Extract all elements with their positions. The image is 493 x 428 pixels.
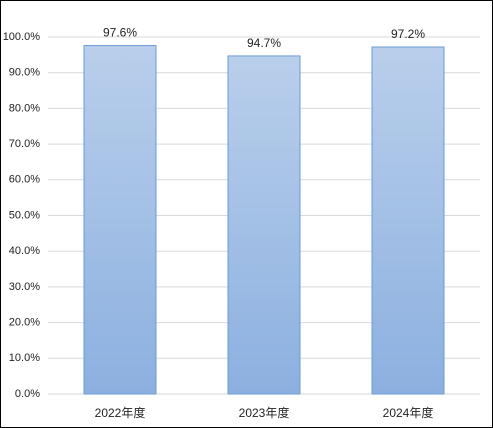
bar — [83, 45, 157, 395]
x-tick-label: 2022年度 — [95, 405, 146, 420]
y-tick-label: 80.0% — [9, 102, 40, 114]
y-tick-label: 20.0% — [9, 317, 40, 329]
y-tick-label: 70.0% — [9, 138, 40, 150]
y-tick-label: 100.0% — [3, 31, 41, 43]
y-tick-label: 10.0% — [9, 352, 40, 364]
y-tick-label: 30.0% — [9, 281, 40, 293]
value-label: 97.6% — [103, 26, 137, 40]
value-label: 97.2% — [391, 27, 425, 41]
y-tick-label: 90.0% — [9, 67, 40, 79]
bar — [371, 46, 445, 395]
bar — [227, 55, 301, 395]
y-tick-label: 60.0% — [9, 174, 40, 186]
y-tick-label: 50.0% — [9, 209, 40, 221]
y-tick-label: 40.0% — [9, 245, 40, 257]
value-label: 94.7% — [247, 36, 281, 50]
x-tick-label: 2023年度 — [239, 405, 290, 420]
x-tick-label: 2024年度 — [383, 405, 434, 420]
y-tick-label: 0.0% — [15, 388, 40, 400]
